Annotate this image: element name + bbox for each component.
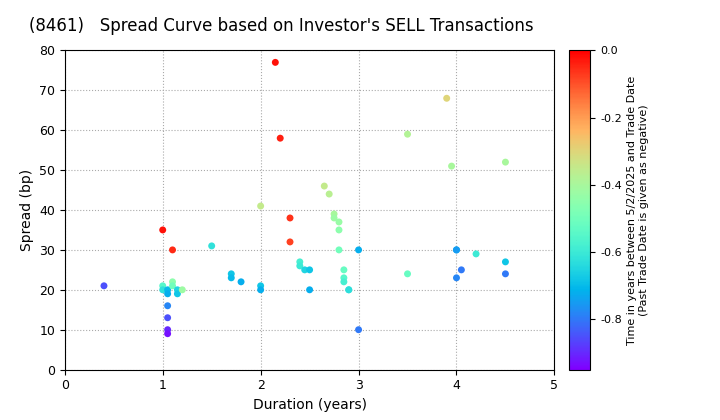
- Point: [171, 286, 183, 293]
- Point: [176, 286, 188, 293]
- Point: [333, 247, 345, 253]
- Point: [402, 270, 413, 277]
- Point: [225, 275, 237, 281]
- Point: [98, 282, 109, 289]
- Point: [338, 275, 350, 281]
- Point: [500, 159, 511, 165]
- Point: [294, 258, 305, 265]
- Point: [343, 286, 354, 293]
- Point: [304, 286, 315, 293]
- Point: [328, 210, 340, 217]
- Point: [162, 326, 174, 333]
- Point: [304, 266, 315, 273]
- Point: [500, 270, 511, 277]
- Point: [338, 266, 350, 273]
- Point: [328, 215, 340, 221]
- Point: [284, 215, 296, 221]
- Point: [299, 266, 310, 273]
- Point: [162, 330, 174, 337]
- Y-axis label: Time in years between 5/2/2025 and Trade Date
(Past Trade Date is given as negat: Time in years between 5/2/2025 and Trade…: [627, 75, 649, 345]
- Point: [323, 191, 335, 197]
- Point: [333, 218, 345, 225]
- Point: [255, 286, 266, 293]
- Point: [451, 247, 462, 253]
- Point: [167, 247, 179, 253]
- Point: [167, 282, 179, 289]
- Point: [162, 286, 174, 293]
- Point: [441, 95, 452, 102]
- Point: [157, 286, 168, 293]
- Point: [333, 226, 345, 233]
- Point: [157, 282, 168, 289]
- Point: [402, 131, 413, 137]
- Point: [274, 135, 286, 142]
- Y-axis label: Spread (bp): Spread (bp): [19, 169, 34, 251]
- Point: [167, 278, 179, 285]
- Point: [451, 275, 462, 281]
- Point: [206, 242, 217, 249]
- Point: [255, 282, 266, 289]
- Point: [318, 183, 330, 189]
- Point: [446, 163, 457, 169]
- Point: [338, 278, 350, 285]
- Point: [343, 286, 354, 293]
- Point: [269, 59, 281, 66]
- Point: [353, 247, 364, 253]
- Point: [157, 226, 168, 233]
- Point: [294, 262, 305, 269]
- Point: [284, 239, 296, 245]
- Point: [171, 291, 183, 297]
- X-axis label: Duration (years): Duration (years): [253, 398, 366, 412]
- Point: [470, 250, 482, 257]
- Text: (8461)   Spread Curve based on Investor's SELL Transactions: (8461) Spread Curve based on Investor's …: [29, 17, 534, 35]
- Point: [456, 266, 467, 273]
- Point: [225, 270, 237, 277]
- Point: [451, 247, 462, 253]
- Point: [235, 278, 247, 285]
- Point: [162, 314, 174, 321]
- Point: [353, 326, 364, 333]
- Point: [162, 291, 174, 297]
- Point: [500, 258, 511, 265]
- Point: [162, 302, 174, 309]
- Point: [255, 202, 266, 209]
